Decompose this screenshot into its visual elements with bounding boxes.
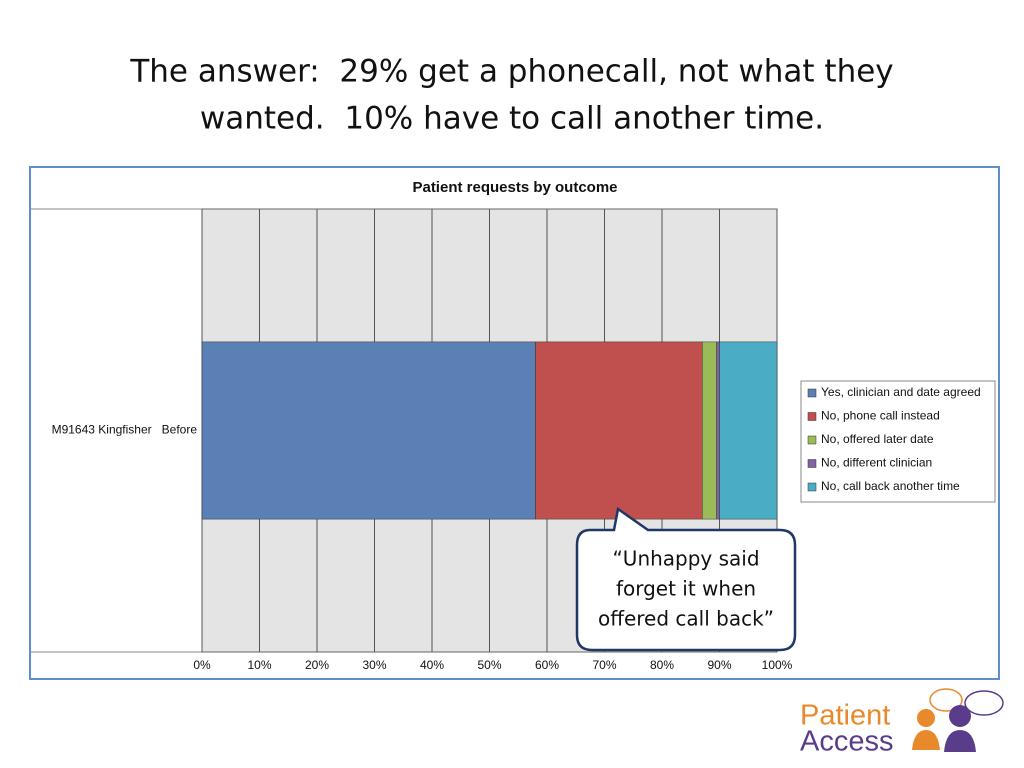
legend-label: No, call back another time xyxy=(821,479,960,493)
legend-swatch xyxy=(807,388,817,398)
callout-bubble xyxy=(575,506,797,652)
x-tick-label: 60% xyxy=(535,658,559,672)
x-tick-label: 30% xyxy=(362,658,386,672)
bar-segment xyxy=(719,341,778,520)
x-tick-label: 0% xyxy=(193,658,211,672)
x-tick-label: 100% xyxy=(762,658,793,672)
logo-text: Access xyxy=(800,726,893,758)
chart-title: Patient requests by outcome xyxy=(412,179,617,196)
callout-text: offered call back” xyxy=(598,607,774,631)
legend-swatch xyxy=(807,435,817,445)
x-tick-label: 70% xyxy=(592,658,616,672)
slide-title: The answer: 29% get a phonecall, not wha… xyxy=(129,54,893,90)
logo-icon xyxy=(912,688,1004,752)
x-tick-label: 20% xyxy=(305,658,329,672)
legend-swatch xyxy=(807,482,817,492)
legend-swatch xyxy=(807,459,817,468)
x-tick-label: 40% xyxy=(420,658,444,672)
callout-text: “Unhappy said xyxy=(612,547,759,571)
legend xyxy=(800,380,996,503)
x-tick-label: 50% xyxy=(477,658,501,672)
slide-title: wanted. 10% have to call another time. xyxy=(200,101,824,137)
logo-text: Patient xyxy=(800,700,890,732)
legend-label: No, offered later date xyxy=(821,432,934,446)
x-tick-label: 90% xyxy=(707,658,731,672)
legend-label: Yes, clinician and date agreed xyxy=(821,385,981,399)
legend-label: No, phone call instead xyxy=(821,409,940,423)
x-tick-label: 80% xyxy=(650,658,674,672)
bar-segment xyxy=(716,341,720,520)
bar-segment xyxy=(702,341,717,520)
bar-segment xyxy=(535,341,703,520)
bar-segment xyxy=(201,341,536,520)
legend-swatch xyxy=(807,412,817,421)
x-tick-label: 10% xyxy=(247,658,271,672)
y-tick-label: M91643 Kingfisher Before xyxy=(52,423,198,437)
callout-text: forget it when xyxy=(616,577,756,601)
legend-label: No, different clinician xyxy=(821,456,932,470)
